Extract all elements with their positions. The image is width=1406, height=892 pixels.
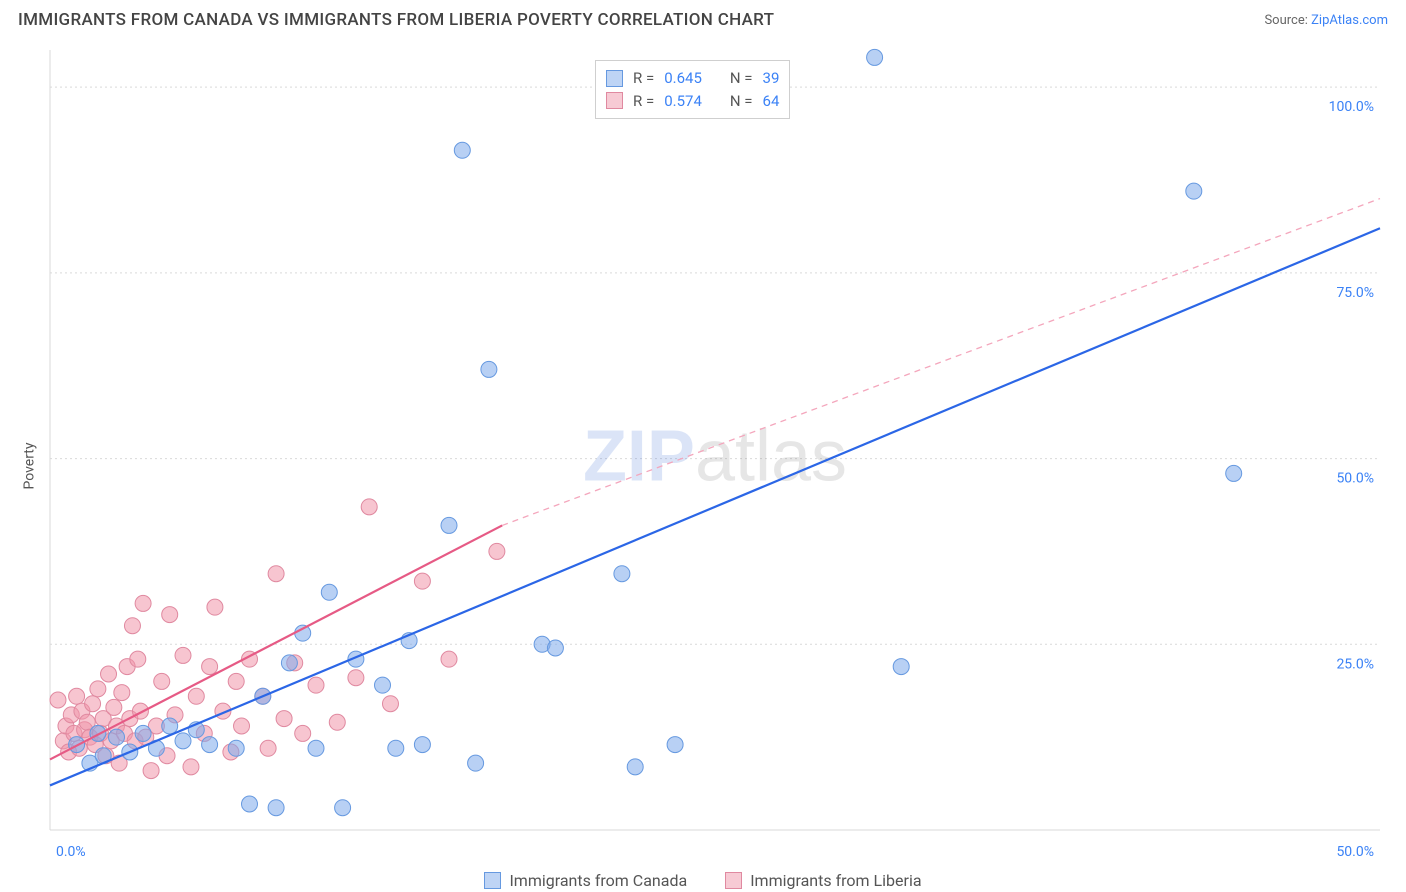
- scatter-chart: 25.0% 50.0% 75.0% 100.0% 0.0% 50.0% ZIPatlas: [0, 40, 1406, 892]
- data-point-blue: [481, 361, 497, 377]
- data-point-blue: [388, 740, 404, 756]
- data-point-blue: [867, 49, 883, 65]
- chart-title: IMMIGRANTS FROM CANADA VS IMMIGRANTS FRO…: [18, 10, 774, 30]
- data-point-blue: [1186, 183, 1202, 199]
- data-point-pink: [361, 499, 377, 515]
- legend-item-pink: Immigrants from Liberia: [725, 871, 921, 890]
- source: Source: ZipAtlas.com: [1264, 13, 1388, 28]
- data-point-pink: [234, 718, 250, 734]
- y-tick-label: 50.0%: [1336, 471, 1374, 487]
- data-point-pink: [114, 685, 130, 701]
- trendline-blue: [50, 228, 1380, 785]
- data-point-blue: [627, 759, 643, 775]
- data-point-blue: [614, 566, 630, 582]
- data-point-pink: [162, 607, 178, 623]
- legend-row-pink: R = 0.574 N = 64: [606, 90, 779, 113]
- data-point-blue: [308, 740, 324, 756]
- data-point-pink: [228, 673, 244, 689]
- data-point-pink: [276, 711, 292, 727]
- data-point-pink: [268, 566, 284, 582]
- data-point-pink: [308, 677, 324, 693]
- y-tick-label: 100.0%: [1329, 99, 1374, 115]
- data-point-blue: [202, 737, 218, 753]
- x-tick-label: 50.0%: [1336, 844, 1374, 860]
- n-value-blue: 39: [763, 67, 780, 90]
- data-point-pink: [441, 651, 457, 667]
- swatch-pink-icon: [725, 872, 742, 889]
- data-point-blue: [109, 729, 125, 745]
- data-point-pink: [175, 647, 191, 663]
- data-point-blue: [893, 659, 909, 675]
- trendline-pink: [50, 525, 502, 759]
- data-point-pink: [207, 599, 223, 615]
- data-point-pink: [382, 696, 398, 712]
- data-point-pink: [202, 659, 218, 675]
- r-label: R =: [633, 67, 654, 90]
- data-point-pink: [260, 740, 276, 756]
- source-link[interactable]: ZipAtlas.com: [1311, 13, 1388, 28]
- n-label: N =: [730, 90, 753, 113]
- data-point-pink: [329, 714, 345, 730]
- data-point-blue: [441, 517, 457, 533]
- source-label: Source:: [1264, 13, 1307, 28]
- trendline-pink-extrapolated: [502, 199, 1380, 526]
- data-point-pink: [130, 651, 146, 667]
- data-point-pink: [135, 595, 151, 611]
- r-label: R =: [633, 90, 654, 113]
- data-point-pink: [414, 573, 430, 589]
- data-point-blue: [547, 640, 563, 656]
- data-point-pink: [69, 688, 85, 704]
- data-point-blue: [175, 733, 191, 749]
- data-point-pink: [154, 673, 170, 689]
- series-legend: Immigrants from Canada Immigrants from L…: [0, 871, 1406, 890]
- data-point-blue: [135, 725, 151, 741]
- swatch-pink-icon: [606, 92, 623, 109]
- y-tick-label: 25.0%: [1336, 656, 1374, 672]
- legend-label-pink: Immigrants from Liberia: [750, 871, 921, 890]
- data-point-blue: [335, 800, 351, 816]
- data-point-pink: [124, 618, 140, 634]
- data-point-pink: [90, 681, 106, 697]
- n-value-pink: 64: [763, 90, 780, 113]
- data-point-blue: [321, 584, 337, 600]
- legend-item-blue: Immigrants from Canada: [484, 871, 687, 890]
- x-tick-label: 0.0%: [56, 844, 86, 860]
- legend-label-blue: Immigrants from Canada: [509, 871, 687, 890]
- data-point-pink: [183, 759, 199, 775]
- legend-row-blue: R = 0.645 N = 39: [606, 67, 779, 90]
- data-point-pink: [101, 666, 117, 682]
- n-label: N =: [730, 67, 753, 90]
- data-point-blue: [228, 740, 244, 756]
- correlation-legend: R = 0.645 N = 39 R = 0.574 N = 64: [595, 60, 790, 119]
- data-point-blue: [414, 737, 430, 753]
- swatch-blue-icon: [606, 70, 623, 87]
- watermark: ZIPatlas: [583, 417, 847, 497]
- data-point-pink: [295, 725, 311, 741]
- data-point-blue: [162, 718, 178, 734]
- data-point-pink: [106, 699, 122, 715]
- data-point-blue: [1226, 465, 1242, 481]
- data-point-pink: [85, 696, 101, 712]
- r-value-blue: 0.645: [664, 67, 702, 90]
- data-point-pink: [50, 692, 66, 708]
- data-point-blue: [242, 796, 258, 812]
- y-tick-label: 75.0%: [1336, 285, 1374, 301]
- data-point-blue: [454, 142, 470, 158]
- r-value-pink: 0.574: [664, 90, 702, 113]
- data-point-pink: [348, 670, 364, 686]
- data-point-pink: [188, 688, 204, 704]
- data-point-blue: [667, 737, 683, 753]
- y-axis-label: Poverty: [22, 442, 38, 489]
- data-point-blue: [268, 800, 284, 816]
- data-point-pink: [143, 763, 159, 779]
- swatch-blue-icon: [484, 872, 501, 889]
- data-point-blue: [375, 677, 391, 693]
- data-point-blue: [468, 755, 484, 771]
- data-point-blue: [281, 655, 297, 671]
- data-point-pink: [489, 543, 505, 559]
